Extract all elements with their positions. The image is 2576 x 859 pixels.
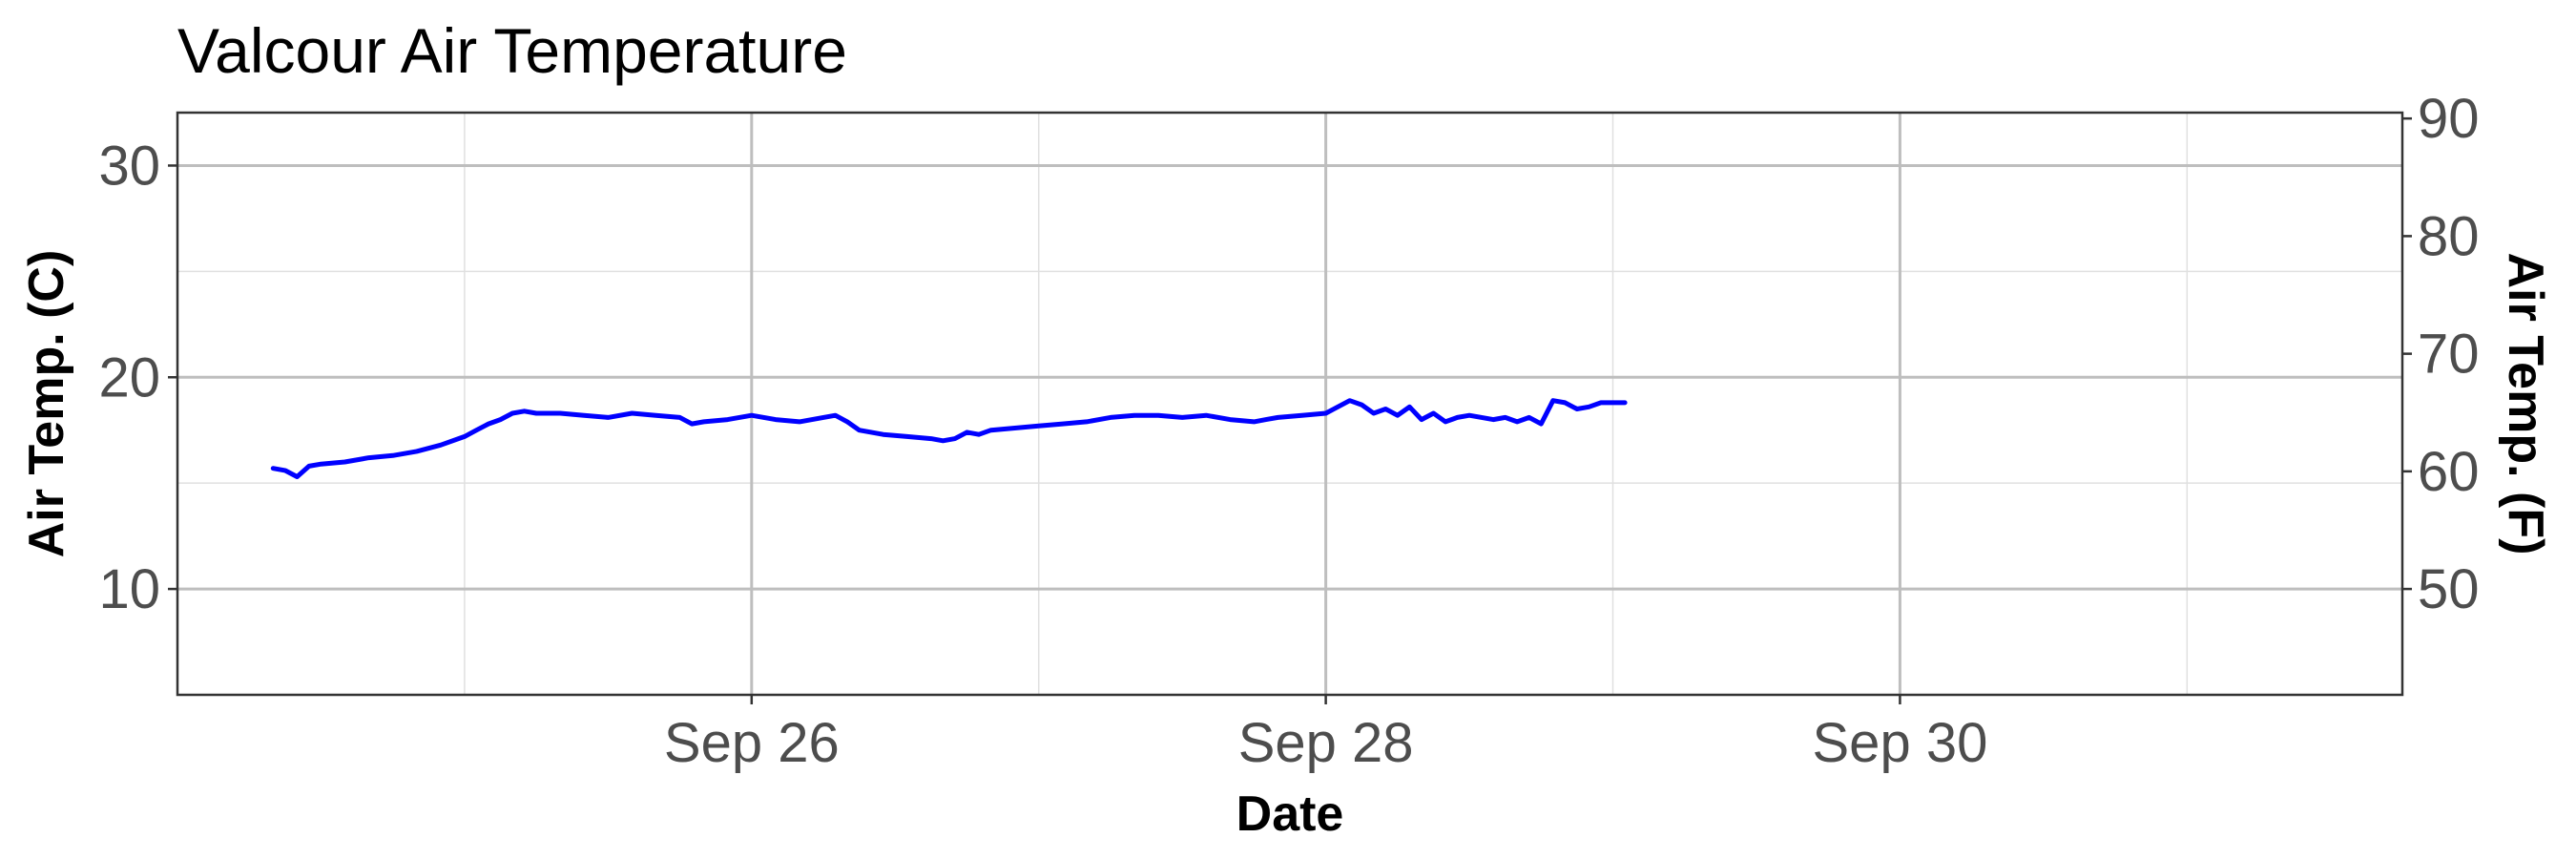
bottom-axis-ticks: Sep 26 Sep 28 Sep 30 <box>664 695 1987 774</box>
bottom-tick-label: Sep 28 <box>1238 712 1414 774</box>
left-axis-ticks: 10 20 30 <box>98 135 177 620</box>
right-tick-label: 80 <box>2418 205 2480 267</box>
left-y-axis-title: Air Temp. (C) <box>19 250 74 558</box>
plot-panel <box>177 113 2402 695</box>
plot-border <box>176 111 2404 697</box>
right-tick-label: 50 <box>2418 558 2480 620</box>
right-tick-label: 90 <box>2418 88 2480 150</box>
air-temperature-line <box>270 398 1628 479</box>
bottom-tick-label: Sep 26 <box>664 712 840 774</box>
chart-title: Valcour Air Temperature <box>177 15 847 86</box>
bottom-tick-label: Sep 30 <box>1813 712 1988 774</box>
left-tick-label: 10 <box>98 558 160 620</box>
left-tick-label: 30 <box>98 135 160 197</box>
right-tick-label: 70 <box>2418 324 2480 386</box>
minor-gridlines <box>177 113 2402 695</box>
left-tick-label: 20 <box>98 346 160 409</box>
right-y-axis-title: Air Temp. (F) <box>2498 253 2553 555</box>
right-tick-label: 60 <box>2418 441 2480 503</box>
x-axis-title: Date <box>1236 786 1344 842</box>
major-gridlines <box>177 113 2402 695</box>
right-axis-ticks: 50 60 70 80 90 <box>2402 88 2480 620</box>
